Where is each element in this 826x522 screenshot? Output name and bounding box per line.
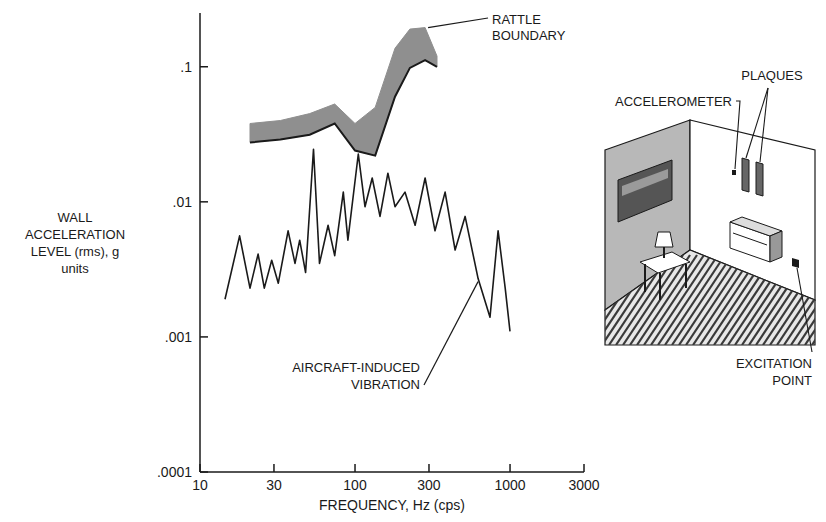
y-axis-title: WALL ACCELERATION LEVEL (rms), g units	[25, 210, 125, 276]
figure: 10 30 100 300 1000 3000 .0001 .001 .01 .1 FREQUENC…	[0, 0, 826, 522]
inset-label-line: EXCITATION	[736, 356, 812, 371]
inset-label: ACCELEROMETER	[615, 94, 732, 109]
vibration-line	[225, 149, 510, 331]
leader	[735, 101, 740, 169]
x-axis-title: FREQUENCY, Hz (cps)	[319, 497, 465, 513]
accelerometer	[732, 170, 736, 175]
x-tick-label: 3000	[568, 477, 599, 493]
y-tick	[200, 66, 208, 68]
series-label: AIRCRAFT-INDUCED VIBRATION	[292, 360, 420, 392]
x-tick-label: 10	[192, 477, 208, 493]
dresser-side	[770, 231, 782, 262]
plaque	[756, 162, 763, 196]
x-tick	[509, 464, 511, 472]
dresser-drawer	[733, 233, 767, 245]
floor-stripe	[784, 255, 826, 345]
table-leg	[644, 264, 646, 292]
y-axis-title-line: ACCELERATION	[25, 227, 125, 242]
x-axis	[200, 471, 584, 473]
y-tick	[200, 471, 208, 473]
leader	[797, 268, 812, 352]
y-axis	[199, 13, 201, 472]
x-tick-label: 100	[343, 477, 367, 493]
y-tick-label: .01	[173, 194, 193, 210]
rattle-lower-edge	[250, 60, 437, 156]
plaque	[742, 158, 749, 192]
y-axis-title-line: units	[61, 261, 89, 276]
table-leg	[659, 273, 661, 300]
x-tick-label: 30	[266, 477, 282, 493]
window-pane	[622, 169, 668, 196]
annotations: RATTLEBOUNDARY AIRCRAFT-INDUCED VIBRATION	[292, 12, 566, 392]
plot-data	[225, 28, 510, 332]
x-tick	[354, 464, 356, 472]
floor-stripe	[777, 255, 826, 345]
x-tick	[199, 464, 201, 472]
floor-stripes	[560, 255, 826, 345]
x-tick	[583, 464, 585, 472]
inset-label-line: POINT	[772, 373, 812, 388]
x-tick-label: 300	[417, 477, 441, 493]
leader	[760, 88, 768, 162]
inset-label-line: PLAQUES	[741, 68, 803, 83]
dresser-top	[730, 217, 782, 236]
lamp-shade	[655, 232, 673, 247]
table-leg	[685, 264, 687, 288]
y-tick-label: .1	[180, 59, 192, 75]
inset-label: EXCITATION POINT	[736, 356, 812, 388]
y-axis-title-line: LEVEL (rms), g	[31, 244, 119, 259]
series-label-line: VIBRATION	[351, 377, 420, 392]
leader	[428, 18, 488, 28]
y-tick	[200, 201, 208, 203]
x-tick	[273, 464, 275, 472]
series-label-line: RATTLE	[492, 12, 541, 27]
inset-label-line: ACCELEROMETER	[615, 94, 732, 109]
series-label: RATTLEBOUNDARY	[492, 12, 566, 43]
rattle-band	[250, 28, 437, 156]
inset-label: PLAQUES	[741, 68, 803, 83]
excitation-point	[792, 258, 799, 268]
series-label-line: AIRCRAFT-INDUCED	[292, 360, 420, 375]
x-tick-label: 1000	[494, 477, 525, 493]
room-illustration: PLAQUES ACCELEROMETER EXCITATION POINT	[560, 68, 826, 388]
floor-stripe	[819, 255, 826, 345]
window	[618, 160, 672, 222]
series-label-line: BOUNDARY	[492, 28, 566, 43]
x-tick	[428, 464, 430, 472]
floor	[605, 250, 815, 345]
leader	[424, 282, 478, 385]
floor-stripe	[812, 255, 826, 345]
y-tick-label: .001	[165, 329, 192, 345]
y-tick-label: .0001	[157, 464, 192, 480]
floor-stripe	[770, 255, 826, 345]
lamp-base	[663, 247, 665, 258]
y-tick	[200, 336, 208, 338]
y-axis-title-line: WALL	[58, 210, 93, 225]
